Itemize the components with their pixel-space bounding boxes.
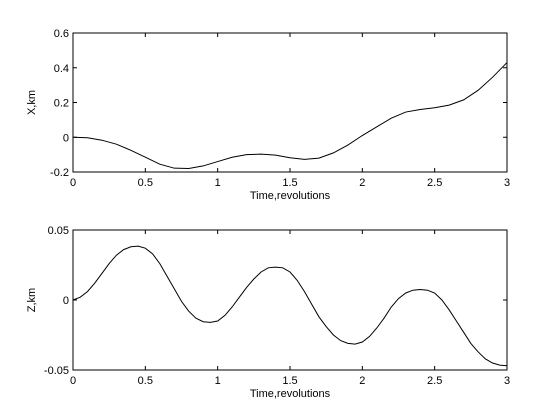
y-tick-label: 0 (63, 132, 69, 144)
y-tick-label: 0 (63, 295, 69, 307)
plot-z-km: 0 0.5 1 1.5 2 2.5 3-0.0500.05Time,revolutionsZ… (26, 225, 510, 400)
y-tick-label: 0.05 (48, 225, 69, 237)
x-tick-label: 2.5 (427, 177, 442, 189)
x-tick-label: 2.5 (427, 375, 442, 387)
series-line (72, 245, 508, 367)
x-tick-label: 1.5 (282, 375, 297, 387)
y-tick-label: 0.4 (54, 63, 69, 75)
x-tick-label: 3 (504, 177, 510, 189)
x-tick-label: 1 (215, 375, 221, 387)
series-line (72, 62, 508, 170)
x-tick-label: 2 (359, 375, 365, 387)
x-tick-label: 2 (359, 177, 365, 189)
x-tick-label: 3 (504, 375, 510, 387)
x-tick-label: 1.5 (282, 177, 297, 189)
x-tick-label: 0 (70, 177, 76, 189)
axes-box (72, 229, 508, 371)
x-axis-label: Time,revolutions (250, 190, 331, 202)
x-tick-label: 0 (70, 375, 76, 387)
axes-box (72, 32, 508, 173)
x-axis-label: Time,revolutions (250, 388, 331, 400)
y-tick-label: 0.2 (54, 98, 69, 110)
x-tick-label: 0.5 (138, 177, 153, 189)
y-axis-label: X,km (26, 90, 38, 115)
y-tick-label: 0.6 (54, 28, 69, 40)
plot-x-km: 0 0.5 1 1.5 2 2.5 3-0.200.20.40.6Time,revoluti… (26, 28, 510, 202)
x-tick-label: 0.5 (138, 375, 153, 387)
y-axis-label: Z,km (26, 288, 38, 312)
y-tick-label: -0.2 (50, 167, 69, 179)
y-tick-label: -0.05 (44, 365, 69, 377)
x-tick-label: 1 (215, 177, 221, 189)
